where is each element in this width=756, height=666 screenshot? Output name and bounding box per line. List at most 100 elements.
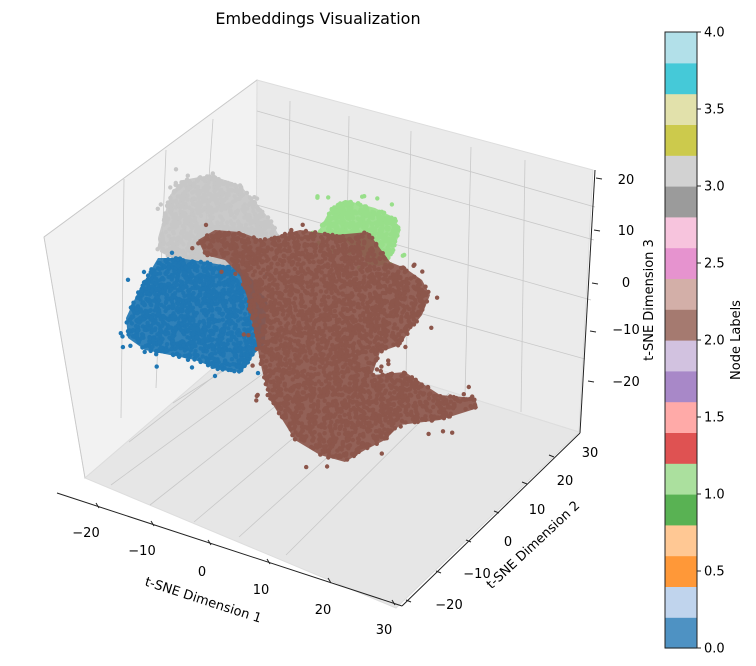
scatter-point bbox=[129, 314, 134, 319]
scatter-point bbox=[350, 220, 355, 225]
scatter-point bbox=[208, 192, 213, 197]
scatter-point bbox=[324, 289, 329, 294]
scatter-point bbox=[446, 414, 451, 419]
scatter-point bbox=[155, 247, 160, 252]
scatter-point bbox=[229, 335, 234, 340]
scatter-point bbox=[162, 264, 167, 269]
scatter-point bbox=[135, 318, 140, 323]
scatter-point bbox=[229, 357, 235, 362]
scatter-point bbox=[153, 307, 159, 313]
scatter-point bbox=[300, 250, 305, 256]
scatter-point bbox=[294, 251, 300, 257]
scatter-point bbox=[263, 324, 268, 329]
scatter-point bbox=[218, 337, 224, 342]
scatter-point bbox=[366, 366, 371, 371]
scatter-point bbox=[201, 268, 207, 273]
scatter-point bbox=[198, 175, 203, 180]
scatter-point bbox=[206, 226, 211, 232]
scatter-point bbox=[180, 329, 185, 334]
scatter-point bbox=[166, 274, 171, 280]
scatter-point bbox=[182, 314, 187, 319]
scatter-point bbox=[426, 396, 432, 401]
scatter-point bbox=[158, 345, 164, 350]
scatter-point bbox=[166, 305, 171, 311]
scatter-point bbox=[340, 374, 346, 379]
scatter-point bbox=[149, 284, 155, 289]
scatter-point bbox=[283, 336, 288, 341]
scatter-point bbox=[362, 274, 367, 279]
scatter-point bbox=[151, 321, 156, 326]
scatter-point bbox=[381, 210, 387, 215]
scatter-point bbox=[355, 402, 360, 408]
scatter-point bbox=[328, 335, 333, 341]
scatter-point bbox=[134, 333, 140, 338]
scatter-point bbox=[191, 183, 196, 189]
scatter-point bbox=[269, 247, 274, 252]
scatter-point bbox=[322, 431, 327, 436]
scatter-point bbox=[360, 256, 365, 262]
scatter-point bbox=[177, 269, 182, 274]
scatter-point bbox=[397, 407, 402, 412]
scatter-point bbox=[378, 214, 383, 219]
scatter-point bbox=[131, 327, 136, 333]
scatter-point bbox=[226, 266, 232, 271]
scatter-point bbox=[118, 331, 124, 336]
scatter-point bbox=[229, 211, 234, 217]
scatter-point bbox=[189, 365, 195, 370]
scatter-point bbox=[200, 354, 205, 359]
scatter-point bbox=[224, 193, 230, 199]
scatter-point bbox=[323, 363, 328, 368]
scatter-point bbox=[362, 241, 367, 246]
scatter-point bbox=[214, 342, 219, 347]
scatter-point bbox=[357, 392, 362, 397]
scatter-point bbox=[176, 316, 181, 321]
scatter-point bbox=[388, 232, 393, 237]
scatter-point bbox=[210, 343, 215, 348]
scatter-point bbox=[390, 287, 396, 293]
scatter-point bbox=[231, 302, 237, 308]
scatter-point bbox=[220, 312, 225, 317]
scatter-point bbox=[315, 195, 320, 200]
scatter-point bbox=[151, 298, 157, 303]
scatter-point bbox=[361, 210, 366, 215]
scatter-point bbox=[298, 410, 304, 415]
scatter-point bbox=[415, 283, 421, 288]
scatter-point bbox=[208, 289, 214, 295]
scatter-point bbox=[219, 248, 224, 253]
scatter-point bbox=[312, 361, 318, 366]
scatter-point bbox=[274, 310, 280, 316]
scatter-point bbox=[187, 268, 192, 273]
scatter-point bbox=[198, 359, 203, 365]
scatter-point bbox=[388, 283, 393, 289]
scatter-point bbox=[179, 240, 184, 245]
scatter-point bbox=[323, 256, 328, 261]
scatter-point bbox=[363, 400, 368, 405]
scatter-point bbox=[434, 295, 440, 300]
scatter-point bbox=[237, 282, 242, 287]
scatter-point bbox=[129, 321, 135, 326]
scatter-point bbox=[192, 322, 197, 327]
scatter-point bbox=[260, 303, 265, 308]
scatter-point bbox=[180, 197, 186, 203]
scatter-point bbox=[250, 204, 256, 210]
scatter-point bbox=[188, 221, 194, 227]
scatter-point bbox=[303, 325, 308, 331]
scatter-point bbox=[141, 317, 146, 322]
scatter-point bbox=[295, 357, 300, 362]
scatter-point bbox=[147, 292, 152, 297]
scatter-point bbox=[292, 437, 298, 442]
scatter-point bbox=[335, 448, 340, 453]
scatter-point bbox=[225, 184, 230, 189]
scatter-point bbox=[292, 339, 298, 344]
scatter-point bbox=[143, 286, 148, 291]
scatter-point bbox=[411, 284, 416, 289]
scatter-point bbox=[166, 241, 171, 247]
scatter-point bbox=[219, 207, 224, 213]
scatter-point bbox=[189, 226, 195, 231]
scatter-point bbox=[265, 387, 271, 392]
scatter-point bbox=[193, 235, 198, 241]
scatter-point bbox=[163, 211, 168, 216]
scatter-point bbox=[133, 323, 139, 329]
scatter-point bbox=[264, 358, 269, 364]
scatter-point bbox=[325, 356, 330, 361]
